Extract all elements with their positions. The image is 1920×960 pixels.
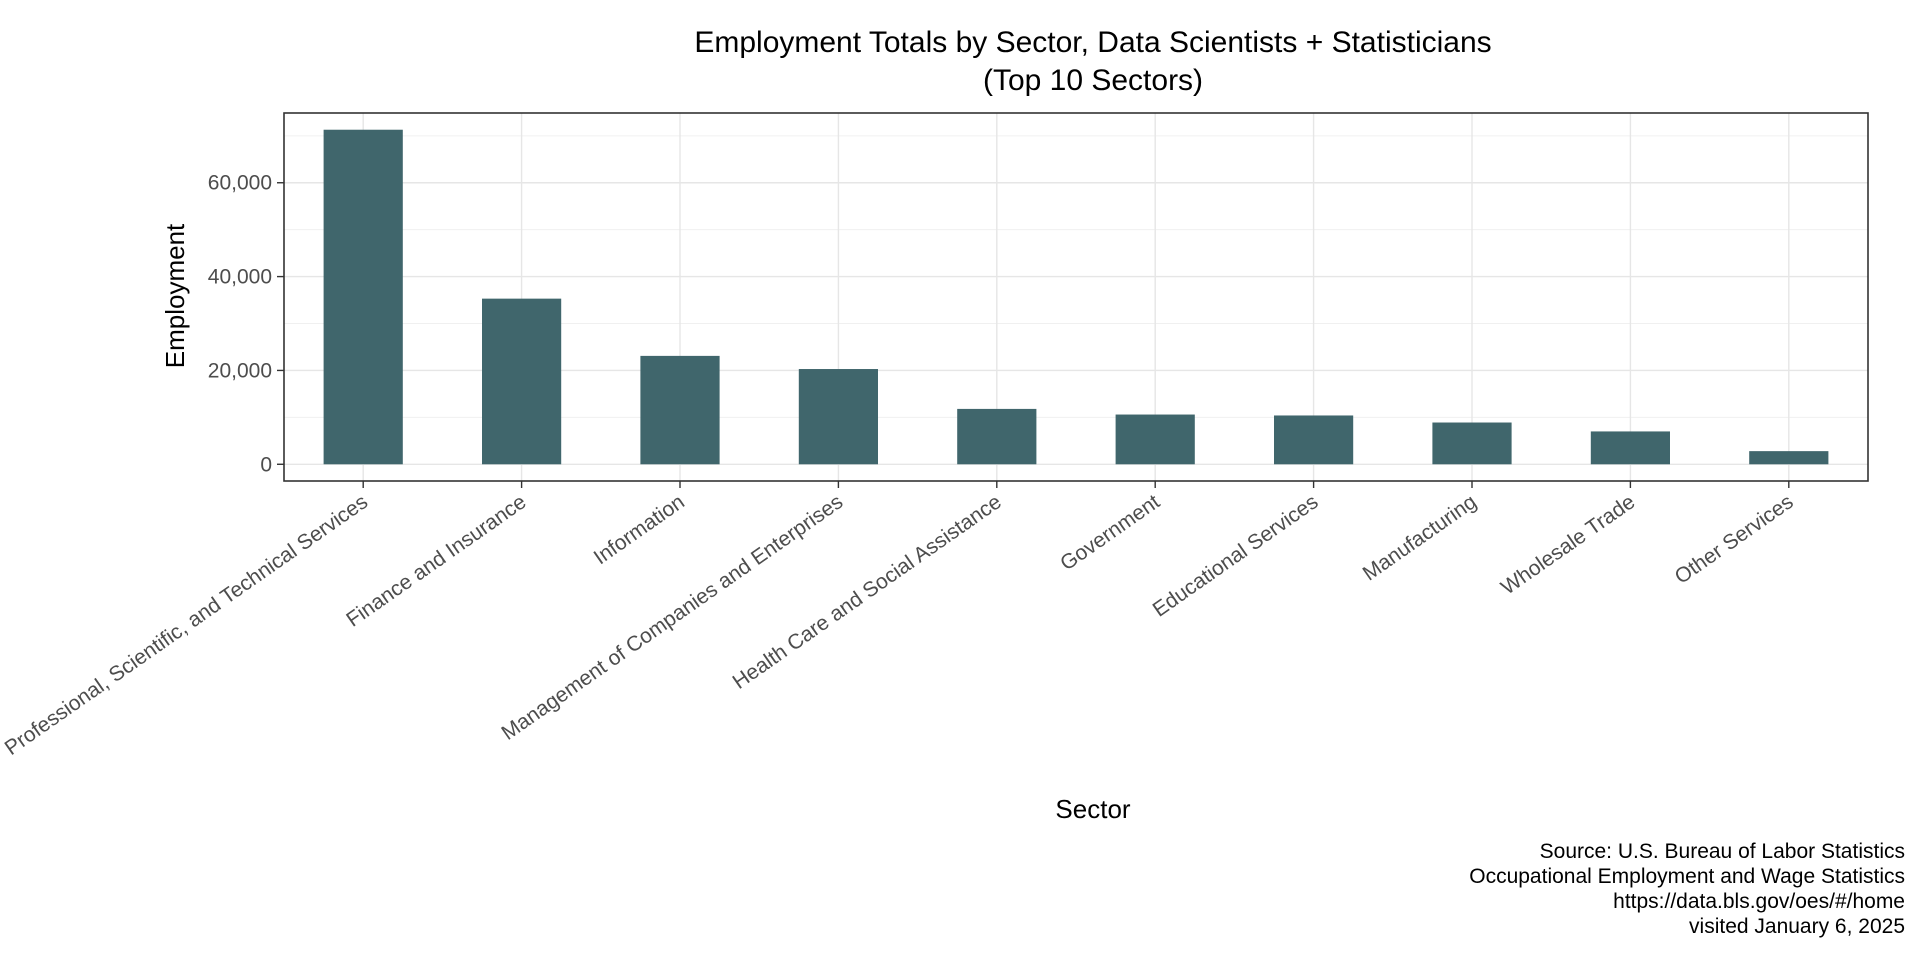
x-tick-label: Information [590,490,689,569]
bar [1432,422,1512,465]
y-tick-label: 60,000 [208,172,272,195]
bar [1274,415,1354,465]
x-axis: Professional, Scientific, and Technical … [1,481,1798,760]
x-tick-label: Finance and Insurance [342,490,530,631]
plot-panel-border [283,112,1869,482]
x-tick-label: Health Care and Social Assistance [729,490,1006,694]
chart-subtitle: (Top 10 Sectors) [983,64,1203,97]
bar [482,298,562,465]
x-tick-label: Government [1056,490,1164,575]
bar [957,408,1037,465]
caption-url: https://data.bls.gov/oes/#/home [1613,890,1905,913]
x-axis-title: Sector [1055,794,1130,824]
x-tick-label: Professional, Scientific, and Technical … [1,490,372,760]
bars-group [323,129,1829,465]
x-tick-label: Wholesale Trade [1497,490,1639,599]
bar [640,355,720,465]
y-tick-label: 40,000 [208,266,272,289]
caption-program: Occupational Employment and Wage Statist… [1469,865,1905,888]
bar [1749,451,1829,465]
bar [798,369,878,465]
y-tick-label: 20,000 [208,359,272,382]
bar [1115,414,1195,465]
y-axis: 0 20,000 40,000 60,000 [208,172,284,476]
x-tick-label: Other Services [1671,490,1798,589]
x-tick-label: Manufacturing [1359,490,1481,585]
bar [1590,431,1670,465]
caption-visited: visited January 6, 2025 [1689,915,1905,938]
x-tick-label: Educational Services [1149,490,1323,621]
bar [323,129,403,465]
y-axis-title: Employment [160,223,190,368]
chart-title: Employment Totals by Sector, Data Scient… [694,26,1491,59]
y-tick-label: 0 [260,453,272,476]
caption-source: Source: U.S. Bureau of Labor Statistics [1540,840,1905,863]
x-tick-label: Management of Companies and Enterprises [497,490,847,745]
